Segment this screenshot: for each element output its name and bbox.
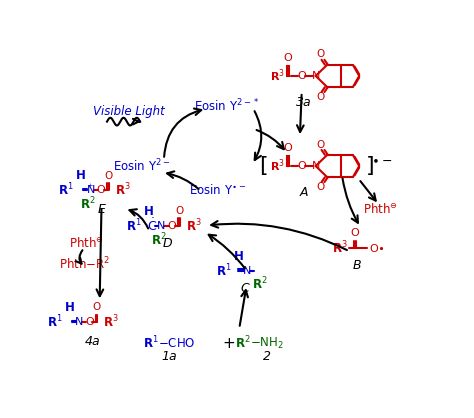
Text: $^+$: $^+$ [86, 184, 94, 194]
Text: Phth$^{\ominus}$: Phth$^{\ominus}$ [69, 236, 104, 250]
Text: O: O [316, 140, 324, 150]
Text: $-$NH$_2$: $-$NH$_2$ [250, 336, 284, 351]
Text: O: O [175, 206, 183, 216]
Text: O: O [283, 143, 292, 153]
Text: O: O [316, 92, 324, 102]
Text: R$^1$: R$^1$ [143, 335, 158, 352]
Text: D: D [163, 237, 173, 250]
Text: $+$: $+$ [222, 336, 235, 351]
Text: R$^1$: R$^1$ [47, 314, 63, 331]
Text: O: O [316, 49, 324, 59]
Text: O: O [97, 185, 106, 195]
Text: R$^3$: R$^3$ [270, 68, 285, 84]
Text: O: O [283, 53, 292, 63]
Text: N: N [311, 161, 320, 171]
Text: ]: ] [366, 156, 374, 176]
Text: R$^3$: R$^3$ [332, 240, 347, 256]
Text: O: O [168, 221, 176, 231]
Text: O$\bullet$: O$\bullet$ [369, 242, 385, 254]
Text: R$^2$: R$^2$ [80, 196, 96, 213]
Text: N: N [242, 265, 251, 275]
Text: R$^3$: R$^3$ [186, 217, 202, 234]
Text: R$^3$: R$^3$ [115, 182, 131, 199]
Text: N: N [157, 221, 165, 231]
Text: R$^2$: R$^2$ [151, 232, 166, 248]
Text: H: H [234, 250, 244, 263]
Text: E: E [98, 203, 105, 216]
Text: 4a: 4a [84, 335, 100, 348]
Text: O: O [85, 317, 94, 327]
Text: O: O [316, 182, 324, 192]
Text: H: H [65, 301, 75, 314]
Text: Phth$^{\ominus}$: Phth$^{\ominus}$ [363, 202, 398, 217]
Text: H: H [144, 204, 154, 217]
Text: R$^2$: R$^2$ [252, 275, 267, 292]
Text: $-$CHO: $-$CHO [158, 336, 196, 349]
Text: Eosin Y$^{\bullet -}$: Eosin Y$^{\bullet -}$ [189, 183, 246, 197]
Text: O: O [104, 171, 112, 181]
Text: 2: 2 [263, 350, 271, 363]
Text: N: N [311, 71, 320, 81]
Text: Visible Light: Visible Light [93, 105, 165, 118]
Text: N: N [87, 185, 95, 195]
Text: R$^3$: R$^3$ [103, 314, 119, 331]
Text: R$^1$: R$^1$ [216, 263, 231, 279]
Text: [: [ [259, 156, 267, 176]
Text: 3a: 3a [296, 96, 311, 109]
Text: 1a: 1a [162, 350, 177, 363]
Text: C: C [240, 282, 249, 295]
Text: R$^1$: R$^1$ [58, 182, 74, 199]
Text: H: H [76, 169, 86, 182]
Text: O: O [92, 303, 100, 313]
Text: O: O [350, 229, 359, 238]
Text: $\dot{\mathrm{C}}$: $\dot{\mathrm{C}}$ [147, 217, 157, 234]
Text: Eosin Y$^{2-*}$: Eosin Y$^{2-*}$ [194, 98, 259, 115]
Text: R$^2$: R$^2$ [235, 335, 250, 352]
Text: O: O [297, 71, 306, 81]
Text: R$^3$: R$^3$ [270, 158, 285, 174]
Text: Eosin Y$^{2-}$: Eosin Y$^{2-}$ [113, 158, 171, 174]
Text: Phth$-$R$^2$: Phth$-$R$^2$ [59, 256, 110, 273]
Text: N: N [75, 317, 83, 327]
Text: B: B [353, 259, 361, 272]
Text: A: A [299, 186, 308, 199]
Text: O: O [297, 161, 306, 171]
Text: R$^1$: R$^1$ [126, 217, 141, 234]
Text: $\bullet -$: $\bullet -$ [371, 153, 392, 166]
